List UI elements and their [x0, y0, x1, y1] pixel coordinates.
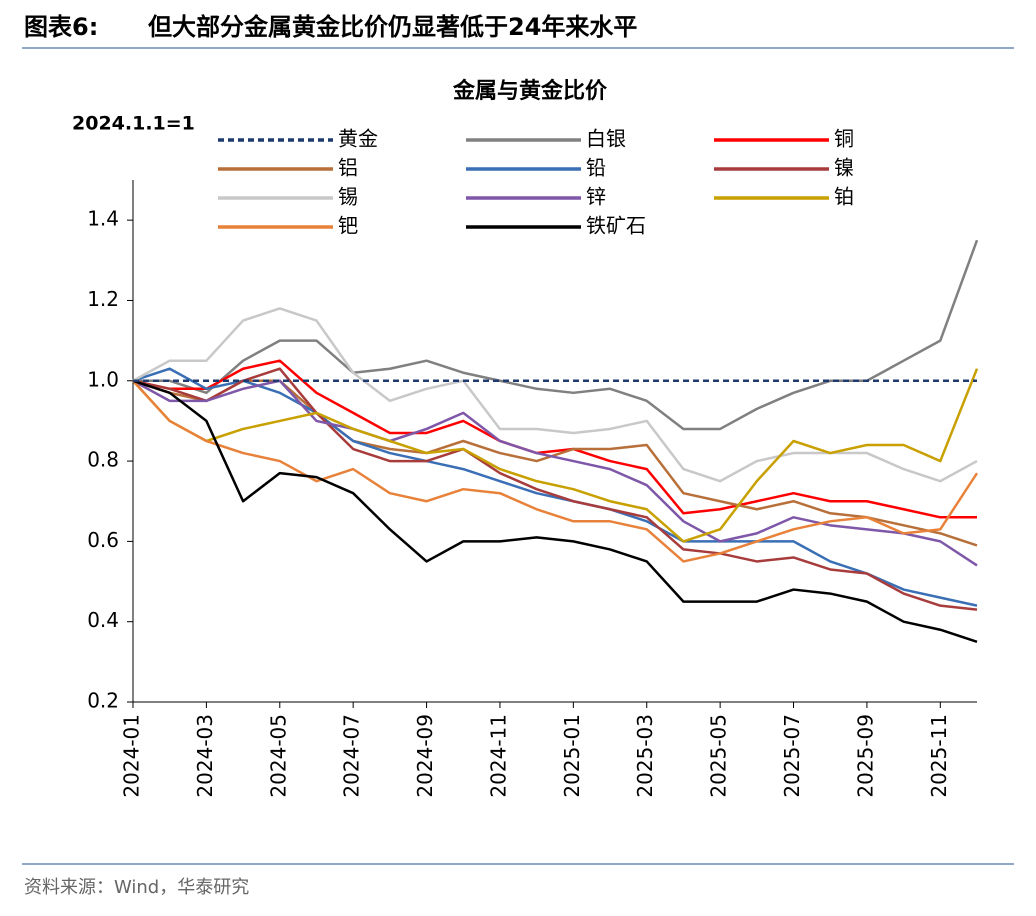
- x-tick-label: 2024-01: [120, 714, 144, 798]
- y-tick-label: 1.4: [87, 207, 119, 231]
- legend-label: 白银: [586, 127, 626, 151]
- y-tick-label: 1.0: [87, 367, 119, 391]
- legend-label: 锡: [338, 185, 358, 209]
- x-tick-label: 2024-07: [340, 714, 364, 798]
- series-line: [133, 239, 979, 431]
- legend-label: 镍: [834, 156, 854, 180]
- header-label: 图表6:: [24, 13, 98, 41]
- legend-label: 铜: [834, 127, 854, 151]
- x-tick-label: 2025-11: [927, 714, 951, 798]
- legend-label: 钯: [338, 214, 358, 238]
- legend-label: 铂: [834, 185, 854, 209]
- legend-label: 黄金: [338, 127, 378, 151]
- legend-label: 铁矿石: [586, 214, 646, 238]
- x-tick-label: 2024-05: [266, 714, 290, 798]
- x-tick-label: 2024-09: [413, 714, 437, 798]
- y-tick-label: 1.2: [87, 287, 119, 311]
- x-tick-label: 2025-09: [853, 714, 877, 798]
- x-tick-label: 2025-01: [560, 714, 584, 798]
- series-line: [132, 307, 978, 483]
- x-tick-label: 2024-03: [193, 714, 217, 798]
- source: 资料来源：Wind，华泰研究: [24, 877, 249, 898]
- series-line: [132, 367, 978, 611]
- legend-label: 铝: [338, 156, 358, 180]
- y-tick-label: 0.2: [87, 689, 119, 713]
- y-tick-label: 0.4: [87, 608, 119, 632]
- series-line: [132, 359, 977, 519]
- series-line: [132, 367, 978, 607]
- series-line: [132, 368, 979, 543]
- legend-label: 铅: [586, 156, 606, 180]
- y-tick-label: 0.8: [87, 448, 119, 472]
- header-title: 但大部分金属黄金比价仍显著低于24年来水平: [148, 13, 637, 41]
- chart-title: 金属与黄金比价: [452, 78, 608, 104]
- series-line: [132, 379, 978, 567]
- x-tick-label: 2025-07: [780, 714, 804, 798]
- series-line: [132, 379, 978, 547]
- y-axis-label: 2024.1.1=1: [72, 113, 195, 135]
- series-line: [132, 379, 978, 643]
- legend-label: 锌: [586, 185, 606, 209]
- x-tick-label: 2025-03: [633, 714, 657, 798]
- x-tick-label: 2025-05: [707, 714, 731, 798]
- x-tick-label: 2024-11: [486, 714, 510, 798]
- y-tick-label: 0.6: [87, 528, 119, 552]
- series-line: [132, 379, 979, 563]
